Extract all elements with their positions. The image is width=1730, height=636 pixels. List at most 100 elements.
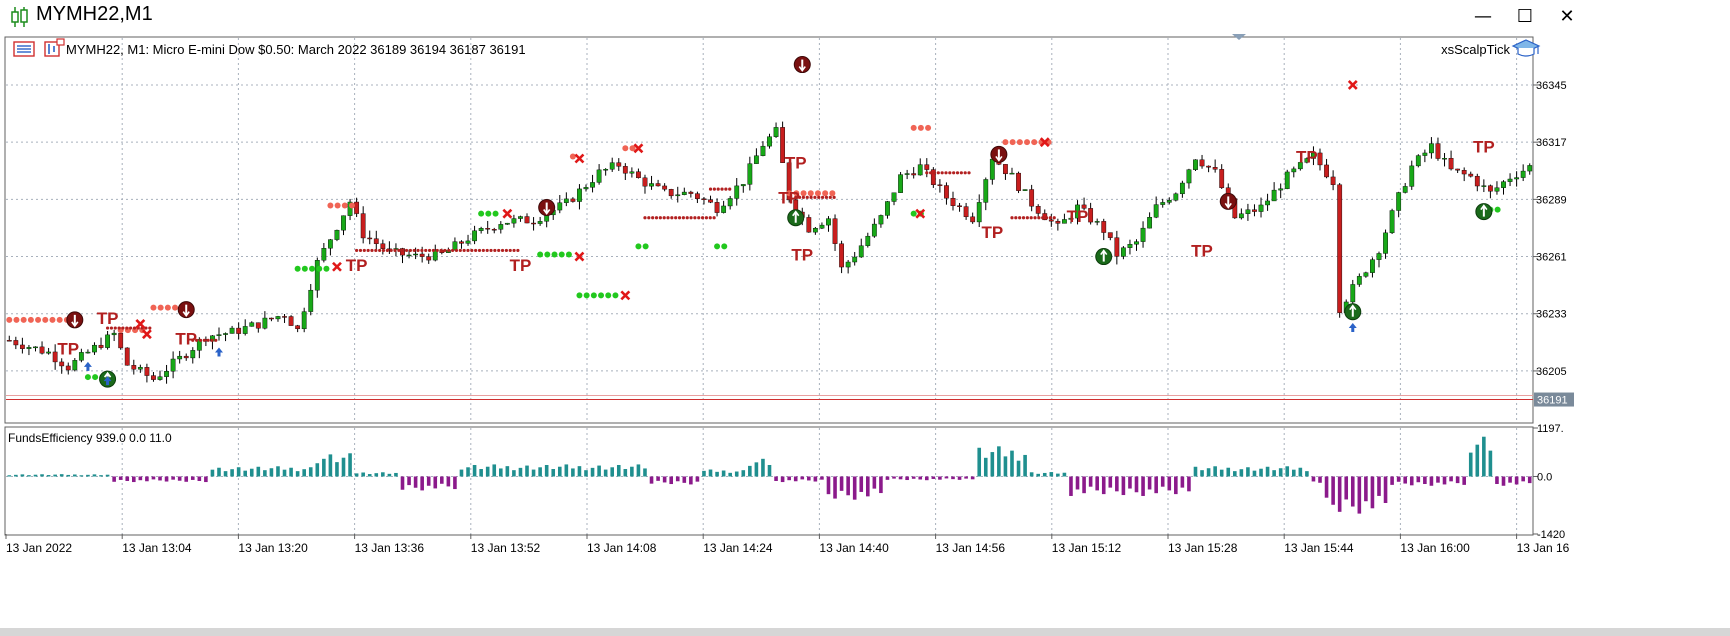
candle-body [504, 222, 510, 225]
histogram-bar [911, 476, 916, 479]
sell-dot-line [910, 124, 932, 131]
y-tick-label: 36233 [1536, 309, 1567, 321]
candle-body [19, 344, 25, 349]
candle-body [1160, 202, 1166, 205]
signal-dot [42, 316, 49, 323]
candle-body [144, 367, 150, 376]
candle-body [1383, 232, 1388, 254]
candle-body [989, 158, 995, 180]
candle-body [282, 316, 287, 318]
chart-window[interactable]: TP TP TP TP TP TP TP TP TP TP TP TP TP 36345 36317 362… [0, 34, 1730, 628]
histogram-bar [1521, 476, 1525, 482]
candle-body [1422, 152, 1428, 156]
histogram-bar [754, 462, 759, 477]
histogram-bar [7, 475, 12, 477]
candle-body [236, 327, 242, 334]
candle-body [229, 327, 235, 334]
tp-label: TP [1473, 137, 1495, 156]
histogram-bar [79, 475, 84, 477]
histogram-bar [990, 452, 995, 477]
candle-body [380, 243, 386, 249]
signal-dot [454, 248, 459, 253]
candle-body [98, 344, 104, 348]
candle-body [1179, 182, 1185, 195]
histogram-bar [73, 474, 77, 477]
signal-dot [963, 171, 967, 175]
signal-dot [801, 195, 805, 199]
x-tick-label: 13 Jan 13:52 [471, 541, 541, 555]
chart-tab-icon[interactable] [44, 38, 65, 57]
signal-dot [605, 292, 612, 299]
candle-body [1088, 208, 1094, 223]
candle-body [655, 183, 661, 187]
signal-dot [341, 202, 348, 209]
histogram-bar [800, 476, 805, 480]
histogram-bar [40, 474, 44, 477]
signal-dot [492, 210, 499, 217]
candle-body [459, 241, 464, 244]
signal-dot [714, 243, 721, 250]
histogram-bar [164, 476, 169, 482]
histogram-bar [197, 476, 202, 481]
chart-canvas[interactable]: TP TP TP TP TP TP TP TP TP TP TP TP TP 36345 36317 362… [0, 34, 1730, 628]
subwindow-histogram [7, 436, 1532, 514]
signal-dot [708, 187, 713, 191]
candle-body [1481, 185, 1487, 187]
candle-body [1370, 259, 1375, 273]
minimize-button[interactable]: — [1474, 6, 1492, 27]
candle-body [524, 216, 530, 224]
graduation-cap-icon[interactable] [1511, 39, 1541, 57]
histogram-bar [1206, 468, 1211, 477]
close-button[interactable]: ✕ [1559, 6, 1575, 27]
signal-dot [478, 210, 485, 217]
histogram-bar [616, 464, 621, 477]
signal-dot [724, 187, 728, 191]
histogram-bar [1056, 473, 1060, 477]
histogram-bar [1062, 472, 1067, 477]
histogram-bar [1180, 476, 1185, 488]
candle-body [603, 169, 609, 171]
signal-dot [677, 216, 682, 220]
histogram-bar [892, 476, 896, 479]
histogram-bar [1423, 476, 1427, 484]
indicator-list-icon[interactable] [13, 41, 35, 57]
signal-dot [814, 190, 821, 197]
histogram-bar [833, 476, 837, 499]
histogram-bar [564, 464, 569, 477]
candle-body [321, 248, 327, 261]
signal-dot [447, 248, 451, 253]
x-tick-label: 13 Jan 13:36 [355, 541, 425, 555]
candle-body [1009, 172, 1015, 175]
histogram-bar [1075, 476, 1080, 490]
candle-body [865, 235, 871, 246]
signal-dot [712, 216, 716, 220]
signal-dot [1018, 216, 1022, 220]
scroll-marker-icon[interactable] [1232, 34, 1246, 40]
signal-dot [404, 248, 409, 253]
histogram-bar [1154, 476, 1158, 494]
histogram-bar [518, 467, 523, 477]
histogram-bar [1029, 472, 1034, 477]
candle-body [1048, 219, 1054, 222]
histogram-bar [1174, 476, 1178, 495]
signal-dot [150, 304, 157, 311]
histogram-bar [184, 476, 189, 482]
y-tick-label: 36261 [1536, 252, 1567, 264]
candle-body [636, 171, 641, 179]
signal-dot [113, 326, 117, 330]
candle-body [341, 215, 346, 231]
signal-dot [1031, 139, 1038, 146]
candle-body [1429, 143, 1434, 154]
buy-dot-line [576, 292, 619, 299]
histogram-bar [112, 476, 116, 482]
sell-dot-line [622, 145, 636, 152]
candle-body [1409, 165, 1415, 187]
candle-body [1186, 169, 1192, 184]
x-tick-label: 13 Jan 14:08 [587, 541, 657, 555]
candle-body [642, 177, 648, 187]
signal-dot [117, 326, 121, 330]
signal-dot [439, 248, 443, 253]
maximize-button[interactable]: ☐ [1516, 6, 1534, 27]
candle-body [1193, 159, 1198, 170]
signal-dot [651, 216, 655, 220]
